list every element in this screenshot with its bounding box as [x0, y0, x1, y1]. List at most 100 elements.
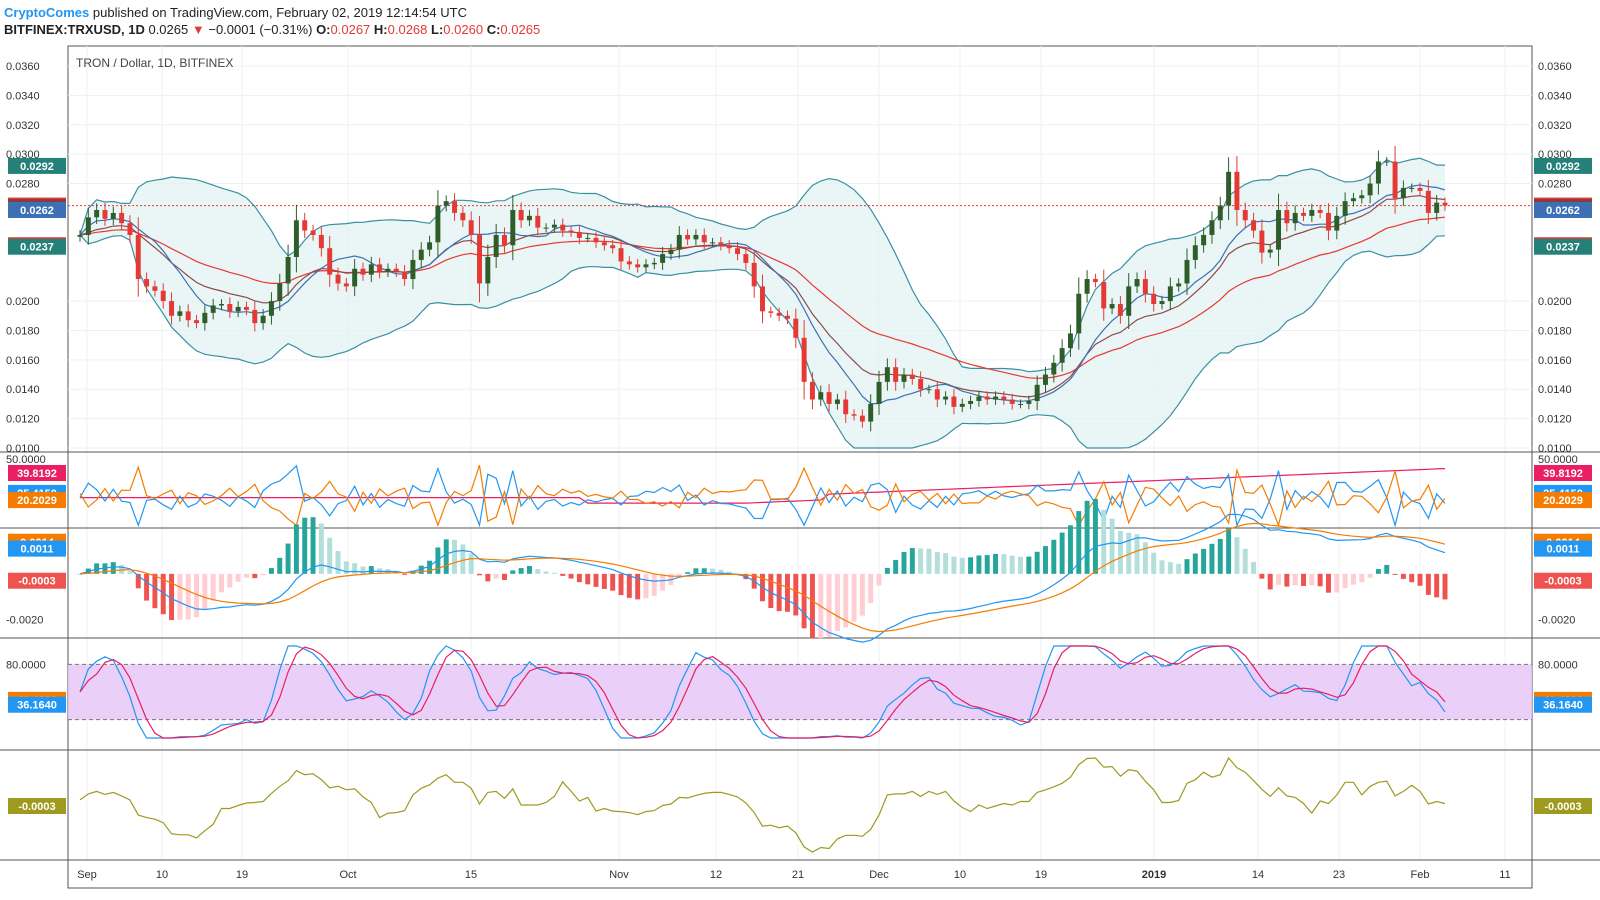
candle-body[interactable]	[1350, 198, 1356, 202]
candle-body[interactable]	[460, 212, 466, 221]
candle-body[interactable]	[352, 268, 358, 287]
left-price-axis[interactable]: 0.03600.03400.03200.03000.02800.02000.01…	[6, 61, 40, 455]
candle-body[interactable]	[668, 249, 674, 255]
candle-body[interactable]	[1051, 362, 1057, 375]
stoch-pane[interactable]: 80.0000 80.0000	[6, 645, 1578, 739]
candle-body[interactable]	[735, 248, 741, 255]
candle-body[interactable]	[726, 245, 732, 249]
candle-body[interactable]	[1026, 400, 1032, 404]
candle-body[interactable]	[535, 215, 541, 228]
candle-body[interactable]	[1234, 171, 1240, 210]
candle-body[interactable]	[293, 220, 299, 257]
candle-body[interactable]	[909, 374, 915, 379]
candle-body[interactable]	[1117, 304, 1123, 316]
candle-body[interactable]	[185, 311, 191, 321]
candle-body[interactable]	[327, 248, 333, 275]
candle-body[interactable]	[1259, 230, 1265, 253]
candle-body[interactable]	[318, 234, 324, 249]
candle-body[interactable]	[1325, 212, 1331, 231]
candle-body[interactable]	[335, 274, 341, 284]
candle-body[interactable]	[1192, 245, 1198, 260]
candle-body[interactable]	[1126, 286, 1132, 316]
candle-body[interactable]	[1067, 333, 1073, 349]
candle-body[interactable]	[1284, 209, 1290, 224]
candle-body[interactable]	[893, 367, 899, 382]
candle-body[interactable]	[1159, 301, 1165, 305]
candle-body[interactable]	[618, 248, 624, 262]
candle-body[interactable]	[393, 268, 399, 272]
candle-body[interactable]	[1092, 279, 1098, 282]
candle-body[interactable]	[1317, 209, 1323, 213]
candle-body[interactable]	[210, 305, 216, 313]
candle-body[interactable]	[1018, 403, 1024, 405]
candle-body[interactable]	[843, 399, 849, 415]
candle-body[interactable]	[626, 261, 632, 265]
candle-body[interactable]	[1301, 212, 1306, 216]
candle-body[interactable]	[926, 389, 932, 391]
candle-body[interactable]	[160, 290, 166, 302]
candle-body[interactable]	[776, 312, 782, 316]
candle-body[interactable]	[859, 415, 865, 422]
candle-body[interactable]	[876, 381, 882, 404]
candle-body[interactable]	[710, 242, 716, 244]
candle-body[interactable]	[1309, 209, 1315, 216]
candle-body[interactable]	[410, 259, 416, 280]
candle-body[interactable]	[568, 230, 574, 233]
candle-body[interactable]	[551, 224, 557, 228]
candle-body[interactable]	[252, 309, 258, 324]
candle-body[interactable]	[501, 234, 507, 246]
candle-body[interactable]	[1059, 348, 1065, 363]
candle-body[interactable]	[651, 262, 657, 265]
candle-body[interactable]	[968, 400, 974, 404]
candle-body[interactable]	[485, 257, 491, 284]
candle-body[interactable]	[1009, 399, 1015, 404]
candle-body[interactable]	[452, 201, 458, 213]
candle-body[interactable]	[260, 315, 266, 324]
candle-body[interactable]	[127, 223, 133, 235]
candle-body[interactable]	[1434, 202, 1440, 213]
candle-body[interactable]	[202, 312, 208, 324]
candle-body[interactable]	[1367, 183, 1373, 196]
candle-body[interactable]	[135, 234, 141, 280]
candle-body[interactable]	[643, 264, 649, 268]
candle-body[interactable]	[310, 230, 316, 235]
candle-body[interactable]	[368, 264, 374, 275]
candle-body[interactable]	[984, 396, 990, 400]
candle-body[interactable]	[701, 234, 707, 243]
candle-body[interactable]	[1392, 161, 1398, 199]
candle-body[interactable]	[1292, 212, 1298, 224]
candle-body[interactable]	[576, 232, 582, 238]
candle-body[interactable]	[152, 286, 158, 291]
candle-body[interactable]	[1425, 190, 1431, 213]
candle-body[interactable]	[343, 283, 349, 287]
candle-body[interactable]	[993, 396, 999, 400]
candle-body[interactable]	[302, 220, 308, 231]
candle-body[interactable]	[1375, 161, 1381, 184]
candle-body[interactable]	[402, 271, 408, 280]
candle-body[interactable]	[543, 227, 549, 229]
candle-body[interactable]	[1151, 293, 1157, 305]
candle-body[interactable]	[1400, 187, 1406, 199]
candle-body[interactable]	[693, 234, 699, 240]
candle-body[interactable]	[1267, 249, 1273, 253]
candle-body[interactable]	[285, 257, 291, 284]
candle-body[interactable]	[976, 396, 982, 401]
candle-body[interactable]	[851, 414, 857, 416]
candle-body[interactable]	[676, 234, 682, 250]
candle-body[interactable]	[194, 320, 200, 324]
candle-body[interactable]	[943, 396, 949, 400]
candle-body[interactable]	[1417, 187, 1423, 191]
right-price-axis[interactable]: 0.03600.03400.03200.03000.02800.02000.01…	[1538, 61, 1572, 455]
candle-body[interactable]	[818, 392, 824, 400]
candle-body[interactable]	[1242, 209, 1248, 221]
candle-body[interactable]	[1167, 286, 1173, 302]
macd-pane[interactable]: -0.0020 -0.0020	[6, 498, 1575, 643]
candle-body[interactable]	[660, 254, 666, 263]
candle-body[interactable]	[1251, 220, 1257, 231]
candle-body[interactable]	[901, 374, 907, 382]
candle-body[interactable]	[418, 249, 424, 260]
dmi-pane[interactable]: 50.0000 50.0000	[6, 454, 1578, 528]
candle-body[interactable]	[77, 234, 83, 237]
candle-body[interactable]	[268, 301, 274, 316]
candle-body[interactable]	[918, 378, 924, 390]
